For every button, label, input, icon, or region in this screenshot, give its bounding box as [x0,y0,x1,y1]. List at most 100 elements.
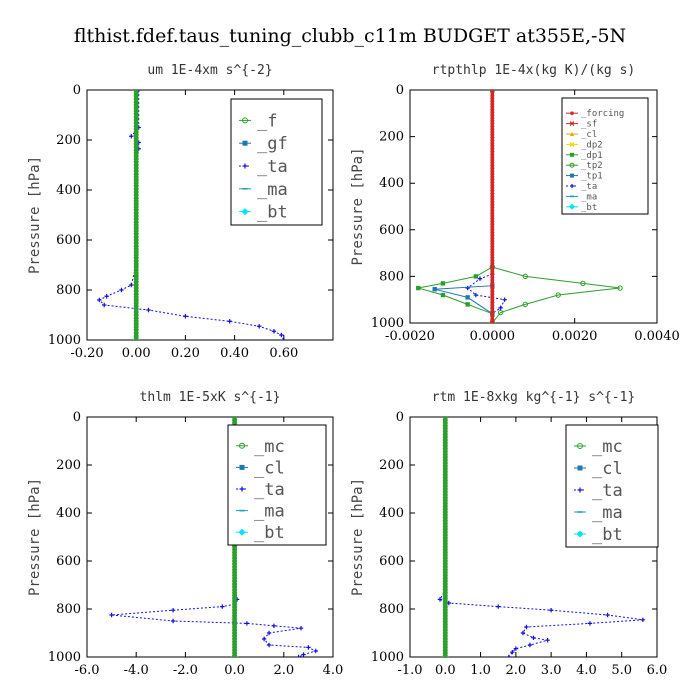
data-point [133,123,139,129]
data-point [490,110,495,115]
data-point [442,417,448,423]
data-point [133,234,139,240]
data-point [133,276,139,282]
y-tick-label: 200 [56,133,81,148]
data-point [232,417,238,423]
data-point [490,121,495,126]
data-point [442,610,448,616]
data-point [133,288,139,294]
data-point [227,319,232,324]
data-point [473,292,479,298]
data-point [133,147,139,153]
data-point [490,166,495,171]
chart-panel-4: rtm 1E-8xkg kg^{-1} s^{-1} Pressure [hPa]… [350,390,667,678]
legend-marker [577,443,583,449]
data-point [442,420,448,426]
y-tick-label: 400 [379,176,404,191]
data-point [442,492,448,498]
legend-label: _bt [581,203,597,213]
data-point [442,601,448,607]
legend-box [561,97,649,215]
data-point [490,244,495,249]
legend-label: _ma [254,502,285,522]
data-point [442,515,448,521]
axes-frame [86,89,334,341]
plot-area [97,90,286,340]
data-point [440,281,446,286]
legend-marker [238,528,246,536]
data-point [442,564,448,570]
data-point [442,584,448,590]
legend-label: _mc [592,437,623,457]
data-point [232,607,238,613]
y-axis-label: Pressure [hPa] [27,156,43,274]
x-tick-label: 0.00 [122,346,151,361]
x-tick-label: -4.0 [124,663,149,678]
y-axis-label: Pressure [hPa] [350,147,366,265]
data-point [490,113,495,118]
data-point [527,642,533,648]
data-point [133,225,139,231]
data-point [465,302,470,307]
plot-area [416,90,623,323]
series-forcing [490,90,495,323]
legend-label: _ta [254,480,285,500]
data-point [133,294,139,300]
data-point [520,630,526,636]
legend-marker [239,442,245,449]
data-point [524,624,529,630]
data-point [133,111,139,117]
data-point [442,598,448,604]
data-point [109,612,114,618]
data-point [266,642,272,648]
legend-label: _ta [592,481,623,501]
data-point [440,292,446,298]
legend-marker [569,141,575,147]
data-point [129,134,134,139]
data-point [232,552,238,558]
data-point [271,329,277,334]
data-point [232,621,238,627]
data-point [490,107,495,112]
data-point [133,267,139,273]
data-point [490,169,495,174]
data-point [442,541,448,547]
data-point [133,177,139,183]
data-point [490,264,495,269]
data-point [442,546,448,552]
data-point [133,261,139,267]
data-point [490,283,495,288]
data-point [490,171,495,176]
data-point [298,626,304,631]
data-point [442,495,448,501]
data-point [133,90,139,93]
data-point [133,174,139,180]
y-tick-label: 0 [396,410,404,425]
data-point [133,300,139,306]
data-point [490,311,495,316]
data-point [442,549,448,555]
data-point [490,241,495,246]
series-line [466,90,506,323]
x-tick-label: 4.0 [576,663,597,678]
data-point [442,581,448,587]
legend-label: _cl [592,459,623,479]
legend-label: _dp2 [581,140,603,150]
data-point [490,303,495,308]
data-point [170,618,176,624]
legend-label: _sf [581,120,597,130]
legend-box [565,424,659,548]
data-point [442,595,448,601]
data-point [490,177,495,182]
data-point [442,443,448,449]
data-point [133,273,139,279]
data-point [442,463,448,469]
data-point [442,526,448,532]
data-point [545,638,550,643]
data-point [133,228,139,234]
legend-label: _ta [257,157,288,177]
data-point [133,312,139,318]
data-point [232,633,238,639]
data-point [133,195,139,201]
